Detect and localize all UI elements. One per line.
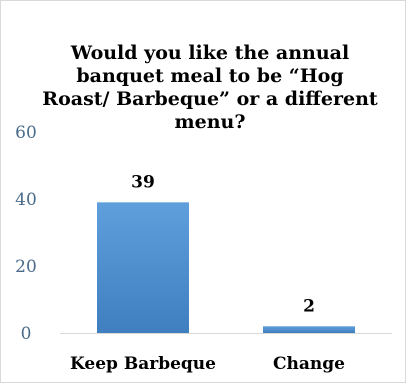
category-label: Change [273,354,345,374]
chart-title: Would you like the annual banquet meal t… [42,42,378,133]
data-label: 2 [303,296,315,316]
bar [97,202,189,333]
category-label: Keep Barbeque [70,354,216,374]
y-tick-label: 20 [15,257,37,277]
data-label: 39 [131,172,155,192]
bar [263,326,355,333]
y-tick-label: 40 [15,190,37,210]
y-tick-label: 60 [15,123,37,143]
y-tick-label: 0 [21,324,32,344]
